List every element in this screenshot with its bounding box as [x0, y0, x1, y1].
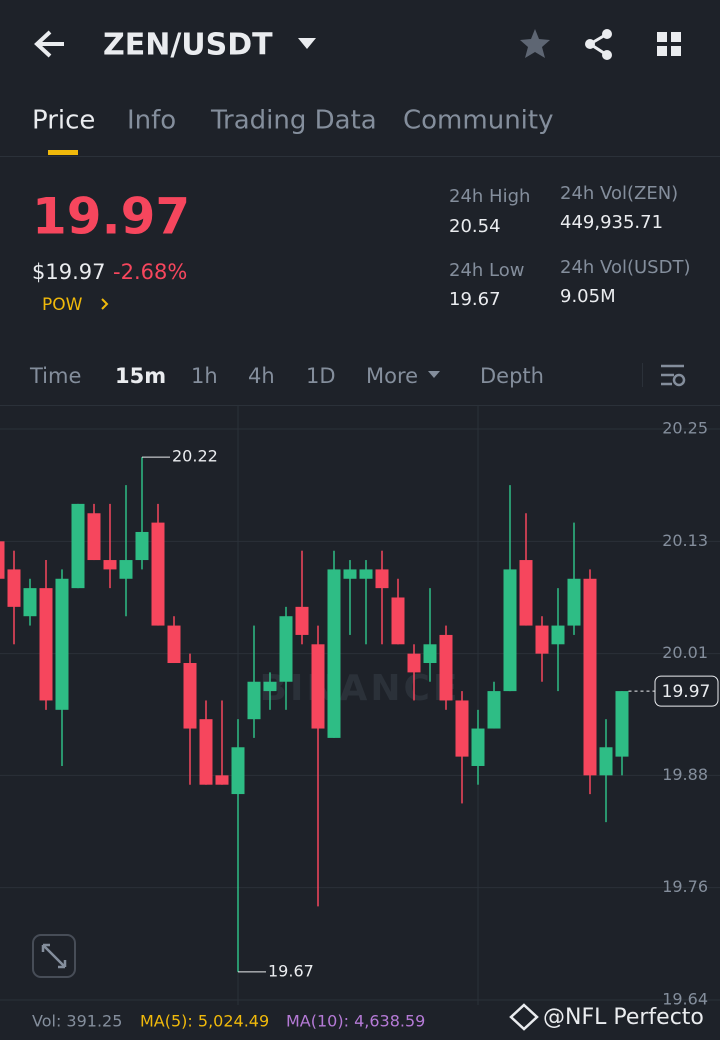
divider: [0, 156, 720, 157]
candle-body: [311, 644, 325, 729]
last-price-box: [654, 675, 719, 707]
candle-body: [167, 625, 181, 664]
last-price-label: 19.97: [662, 682, 711, 702]
share-icon[interactable]: [585, 29, 612, 60]
volume: Vol: 391.25: [32, 1012, 122, 1031]
candle-body: [423, 644, 437, 664]
high-label: 20.22: [172, 447, 218, 466]
timeframe[interactable]: More: [366, 364, 418, 388]
separator: [642, 363, 643, 387]
ma5: MA(5): 5,024.49: [140, 1012, 269, 1031]
stat-value: 9.05M: [560, 286, 616, 307]
candle-body: [119, 560, 133, 579]
candle-body: [583, 578, 597, 776]
candle-body: [599, 747, 613, 776]
credit: @NFL Perfecto: [543, 1005, 704, 1030]
divider: [0, 405, 720, 406]
settings-icon[interactable]: [661, 364, 686, 387]
low-label: 19.67: [268, 961, 314, 980]
expand-button[interactable]: [32, 934, 76, 978]
candle-body: [263, 681, 277, 692]
stat-value: 20.54: [449, 216, 501, 237]
candle-body: [23, 588, 37, 617]
timeframe[interactable]: 1D: [306, 364, 336, 388]
y-tick-label: 19.64: [662, 990, 708, 1009]
stat-label: 24h Low: [449, 260, 524, 281]
candle-body: [615, 691, 629, 757]
candle-body: [343, 569, 357, 579]
credit-logo: [509, 1003, 539, 1031]
candle-body: [375, 569, 389, 589]
candle-body: [519, 560, 533, 626]
candle-body: [55, 578, 69, 710]
candle-body: [407, 653, 421, 673]
y-tick-label: 19.88: [662, 765, 708, 784]
candle-body: [487, 691, 501, 729]
candle-body: [503, 569, 517, 692]
candle-body: [535, 625, 549, 654]
last-price: 19.97: [32, 188, 190, 246]
back-button[interactable]: [34, 30, 64, 58]
grid-icon[interactable]: [657, 32, 681, 56]
stat-value: 19.67: [449, 289, 501, 310]
chart: 20.25 20.13 20.01 19.88 19.76 19.64 BINANCE 20.…: [0, 406, 720, 1009]
timeframe[interactable]: Time: [29, 364, 81, 388]
more-caret: [428, 371, 440, 378]
candle-body: [327, 569, 341, 738]
stat-label: 24h High: [449, 186, 530, 207]
candle-body: [551, 625, 565, 645]
candle-body: [87, 513, 101, 561]
stat-value: 449,935.71: [560, 212, 663, 233]
candle-body: [455, 700, 469, 757]
ma10: MA(10): 4,638.59: [286, 1012, 425, 1031]
candle-body: [391, 597, 405, 645]
candle-body: [39, 588, 53, 701]
pair-title[interactable]: ZEN/USDT: [103, 28, 273, 63]
tab[interactable]: Info: [127, 106, 176, 136]
price-change: -2.68%: [113, 260, 187, 284]
candle-body: [359, 569, 373, 579]
candle-body: [135, 531, 149, 561]
watermark: BINANCE: [260, 668, 461, 709]
candle-body: [295, 606, 309, 635]
y-tick-label: 19.76: [662, 877, 708, 896]
y-tick-label: 20.25: [662, 419, 708, 438]
timeframe[interactable]: 1h: [191, 364, 218, 388]
candle-body: [567, 578, 581, 626]
y-tick-label: 20.13: [662, 531, 708, 550]
stat-label: 24h Vol(USDT): [560, 257, 690, 278]
timeframe[interactable]: 15m: [115, 364, 166, 388]
timeframe[interactable]: 4h: [248, 364, 275, 388]
tag-chevron: [101, 298, 109, 310]
y-tick-label: 20.01: [662, 643, 708, 662]
back-arrow: [34, 30, 64, 58]
candle-body: [183, 663, 197, 729]
candle-body: [103, 560, 117, 570]
candle-body: [71, 503, 85, 589]
stat-label: 24h Vol(ZEN): [560, 183, 678, 204]
tab[interactable]: Price: [32, 106, 95, 136]
candle-body: [247, 681, 261, 720]
candle-body: [279, 616, 293, 682]
candle-body: [0, 541, 5, 579]
tab-indicator: [48, 150, 78, 155]
tab[interactable]: Community: [403, 106, 553, 136]
timeframe[interactable]: Depth: [480, 364, 544, 388]
star-icon[interactable]: [520, 29, 550, 58]
tag[interactable]: POW: [42, 295, 83, 315]
candle-body: [151, 522, 165, 626]
candle-body: [231, 747, 245, 795]
dropdown-icon[interactable]: [298, 38, 316, 49]
candle-body: [439, 634, 453, 701]
tab[interactable]: Trading Data: [210, 106, 377, 136]
usd-price: $19.97: [32, 260, 105, 284]
candle-body: [215, 775, 229, 785]
candle-body: [7, 569, 21, 607]
candle-body: [199, 719, 213, 785]
candle-body: [471, 728, 485, 766]
